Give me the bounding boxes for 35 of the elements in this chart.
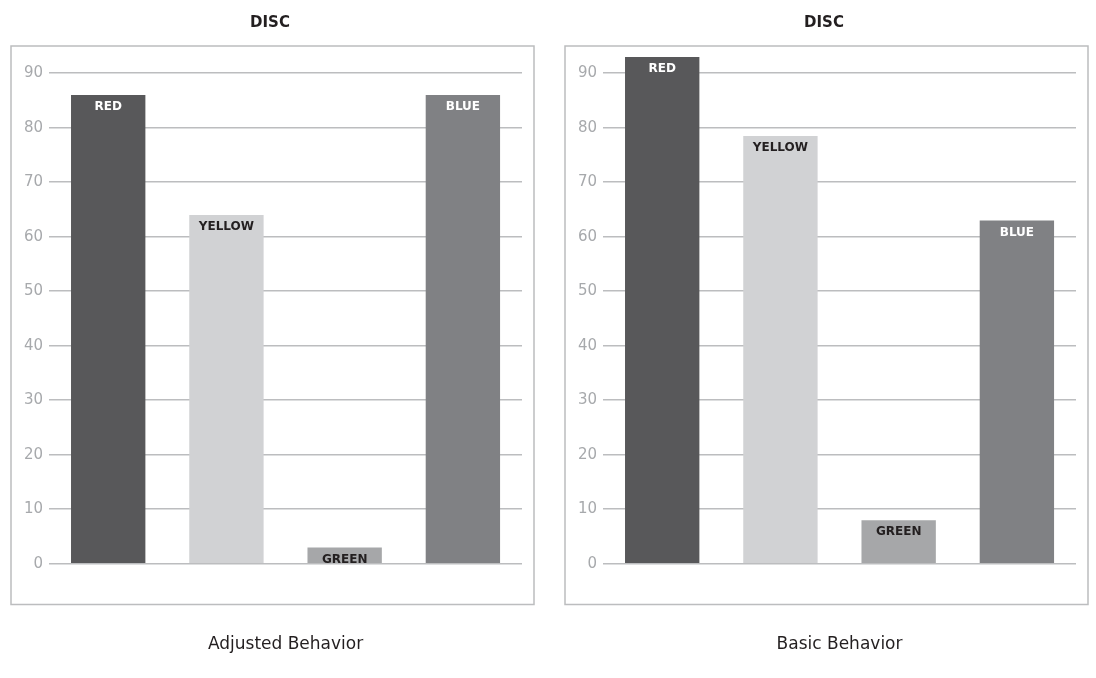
y-tick-label: 0	[587, 553, 598, 572]
y-tick-label: 0	[33, 553, 44, 572]
y-tick-label: 80	[577, 117, 598, 136]
y-tick-label: 60	[577, 226, 598, 245]
y-tick-label: 50	[577, 281, 598, 300]
category-label: GREEN	[321, 551, 368, 566]
y-tick-label: 10	[23, 499, 44, 518]
bar	[189, 214, 264, 563]
y-tick-label: 30	[23, 390, 44, 409]
bar	[625, 56, 700, 563]
bar	[979, 220, 1055, 563]
category-label: BLUE	[445, 99, 481, 114]
y-tick-label: 80	[23, 117, 44, 136]
bar	[861, 520, 936, 563]
y-tick-label: 40	[23, 335, 44, 354]
y-tick-label: 40	[577, 335, 598, 354]
y-tick-label: 20	[577, 444, 598, 463]
y-tick-label: 50	[23, 281, 44, 300]
y-tick-label: 10	[577, 499, 598, 518]
y-tick-label: 70	[577, 172, 598, 191]
y-tick-label: 60	[23, 226, 44, 245]
chart-title: DISC	[804, 12, 844, 31]
category-label: RED	[94, 99, 122, 114]
y-tick-label: 30	[577, 390, 598, 409]
bar	[743, 135, 818, 563]
y-tick-label: 70	[23, 172, 44, 191]
x-axis-title: Basic Behavior	[776, 633, 903, 654]
y-tick-label: 90	[577, 63, 598, 82]
category-label: YELLOW	[198, 219, 255, 234]
chart-title: DISC	[250, 12, 290, 31]
x-axis-title: Adjusted Behavior	[207, 633, 364, 654]
bar	[425, 95, 501, 563]
bar	[71, 95, 146, 563]
y-tick-label: 20	[23, 444, 44, 463]
y-tick-label: 90	[23, 63, 44, 82]
